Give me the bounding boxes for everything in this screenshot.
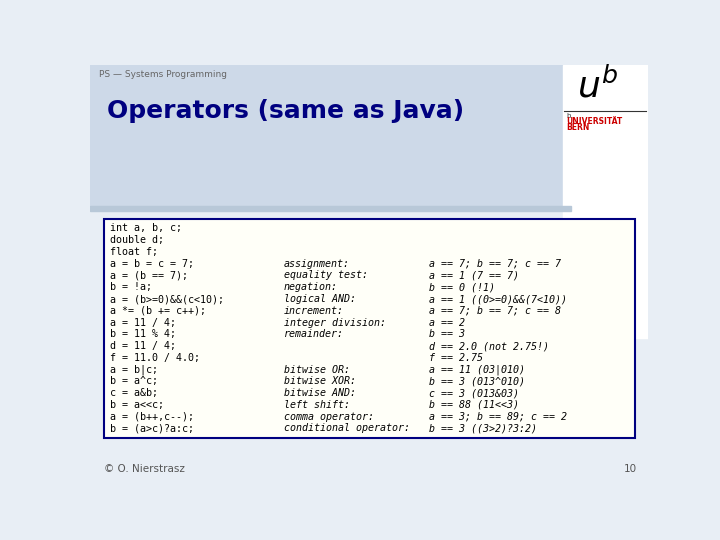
Text: a = b|c;: a = b|c; <box>110 364 158 375</box>
Text: b = a<<c;: b = a<<c; <box>110 400 164 410</box>
Text: int a, b, c;: int a, b, c; <box>110 224 182 233</box>
Text: b = !a;: b = !a; <box>110 282 152 292</box>
Bar <box>563 65 648 338</box>
Text: © O. Nierstrasz: © O. Nierstrasz <box>104 464 185 475</box>
Text: d = 11 / 4;: d = 11 / 4; <box>110 341 176 351</box>
Text: bitwise AND:: bitwise AND: <box>284 388 356 398</box>
Text: assignment:: assignment: <box>284 259 350 269</box>
Text: bitwise XOR:: bitwise XOR: <box>284 376 356 386</box>
Text: logical AND:: logical AND: <box>284 294 356 304</box>
Text: b == 3 ((3>2)?3:2): b == 3 ((3>2)?3:2) <box>429 423 537 434</box>
Text: d == 2.0 (not 2.75!): d == 2.0 (not 2.75!) <box>429 341 549 351</box>
Text: a = b = c = 7;: a = b = c = 7; <box>110 259 194 269</box>
Text: f = 11.0 / 4.0;: f = 11.0 / 4.0; <box>110 353 200 363</box>
Text: b = (a>c)?a:c;: b = (a>c)?a:c; <box>110 423 194 434</box>
Text: Operators (same as Java): Operators (same as Java) <box>107 99 464 124</box>
FancyBboxPatch shape <box>104 219 635 438</box>
Bar <box>90 206 570 211</box>
Text: a == 11 (03|010): a == 11 (03|010) <box>429 364 526 375</box>
Text: BERN: BERN <box>567 123 590 132</box>
Text: a == 1 (7 == 7): a == 1 (7 == 7) <box>429 271 519 280</box>
Text: PS — Systems Programming: PS — Systems Programming <box>99 70 228 79</box>
Text: a *= (b += c++);: a *= (b += c++); <box>110 306 206 316</box>
Text: bitwise OR:: bitwise OR: <box>284 364 350 375</box>
Text: a == 3; b == 89; c == 2: a == 3; b == 89; c == 2 <box>429 411 567 422</box>
Text: a = (b>=0)&&(c<10);: a = (b>=0)&&(c<10); <box>110 294 224 304</box>
Text: negation:: negation: <box>284 282 338 292</box>
Text: c = a&b;: c = a&b; <box>110 388 158 398</box>
Text: b == 3 (013^010): b == 3 (013^010) <box>429 376 526 386</box>
Text: remainder:: remainder: <box>284 329 343 339</box>
Text: $\it{u}^b$: $\it{u}^b$ <box>577 67 618 104</box>
Text: a = (b++,c--);: a = (b++,c--); <box>110 411 194 422</box>
Text: b = 11 % 4;: b = 11 % 4; <box>110 329 176 339</box>
Text: a == 1 ((0>=0)&&(7<10)): a == 1 ((0>=0)&&(7<10)) <box>429 294 567 304</box>
Text: a = 11 / 4;: a = 11 / 4; <box>110 318 176 328</box>
Text: comma operator:: comma operator: <box>284 411 374 422</box>
Text: b == 88 (11<<3): b == 88 (11<<3) <box>429 400 519 410</box>
Text: c == 3 (013&03): c == 3 (013&03) <box>429 388 519 398</box>
Text: equality test:: equality test: <box>284 271 368 280</box>
Text: a = (b == 7);: a = (b == 7); <box>110 271 188 280</box>
Text: a == 7; b == 7; c == 8: a == 7; b == 7; c == 8 <box>429 306 562 316</box>
Text: b = a^c;: b = a^c; <box>110 376 158 386</box>
Text: conditional operator:: conditional operator: <box>284 423 410 434</box>
Bar <box>90 65 648 207</box>
Text: b == 0 (!1): b == 0 (!1) <box>429 282 495 292</box>
Text: b: b <box>567 112 571 119</box>
Text: increment:: increment: <box>284 306 343 316</box>
Text: b == 3: b == 3 <box>429 329 465 339</box>
Text: f == 2.75: f == 2.75 <box>429 353 483 363</box>
Text: double d;: double d; <box>110 235 164 245</box>
Text: a == 7; b == 7; c == 7: a == 7; b == 7; c == 7 <box>429 259 562 269</box>
Text: a == 2: a == 2 <box>429 318 465 328</box>
Text: 10: 10 <box>624 464 637 475</box>
Text: float f;: float f; <box>110 247 158 257</box>
Text: integer division:: integer division: <box>284 318 386 328</box>
Text: UNIVERSITÄT: UNIVERSITÄT <box>567 117 623 126</box>
Text: left shift:: left shift: <box>284 400 350 410</box>
